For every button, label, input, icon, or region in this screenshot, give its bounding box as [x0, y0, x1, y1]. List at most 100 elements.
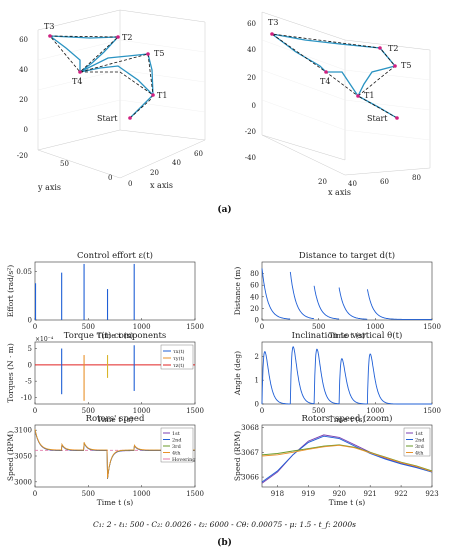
- legend-label: 2nd: [172, 438, 182, 444]
- grid-line: [37, 99, 121, 121]
- legend-label: 3rd: [415, 444, 425, 450]
- trajectory-actual: [47, 35, 154, 119]
- z-tick-label: -20: [245, 128, 256, 136]
- x-tick-label: 500: [312, 323, 325, 331]
- y-tick-label: 40: [250, 293, 259, 301]
- x-tick-label: 0: [33, 490, 37, 498]
- grid-line: [261, 39, 346, 71]
- x-tick-label: 60: [194, 150, 203, 158]
- plot-title: Rotors' speed (zoom): [302, 413, 393, 424]
- y-tick-label: 0: [28, 317, 32, 325]
- grid-line: [119, 99, 206, 113]
- grid-line: [261, 69, 346, 101]
- y-axis-label: Torques (N · m): [6, 343, 15, 403]
- x-axis-label: Time t (s): [97, 415, 134, 424]
- waypoint-marker: [128, 116, 132, 120]
- grid-line: [344, 99, 431, 111]
- grid-line: [37, 39, 121, 61]
- x-tick-label: 0: [33, 407, 37, 415]
- y-tick-label: 80: [250, 270, 259, 278]
- grid-line: [344, 69, 431, 81]
- distance-line: [261, 268, 432, 320]
- y-axis-label: Speed (RPM): [6, 431, 15, 481]
- plot-frame: [261, 261, 433, 321]
- y-axis-label: Distance (m): [233, 267, 242, 316]
- waypoint-label: T3: [44, 22, 54, 31]
- legend-label: 1st: [172, 431, 180, 437]
- x-tick-label: 1000: [133, 323, 151, 331]
- waypoint-label: Start: [367, 114, 388, 123]
- y-tick-label: 0: [255, 401, 259, 409]
- zoom-series-line: [261, 444, 433, 473]
- x-tick-label: 919: [302, 490, 315, 498]
- legend-label: 3rd: [172, 444, 182, 450]
- waypoint-marker: [146, 52, 150, 56]
- x-tick-label: 0: [260, 323, 264, 331]
- x-axis-label: Time t (s): [329, 498, 366, 507]
- caption-b: (b): [217, 538, 232, 548]
- box-edge: [37, 129, 121, 151]
- x-tick-label: 1000: [133, 490, 151, 498]
- legend-label: 4th: [415, 451, 424, 457]
- z-tick-label: 40: [247, 46, 256, 54]
- y-exponent: ×10⁻⁴: [35, 336, 54, 343]
- z-tick-label: 20: [247, 74, 256, 82]
- z-tick-label: 0: [252, 102, 256, 110]
- x-tick-label: 20: [318, 178, 327, 186]
- grid-line: [119, 69, 206, 83]
- y-tick-label: 20: [250, 305, 259, 313]
- y-tick-label: -10: [21, 394, 32, 402]
- rotors-speed-zoom-plot: Rotors' speed (zoom) Time t (s) Speed (RPM…: [233, 413, 439, 507]
- waypoint-label: T3: [268, 18, 278, 27]
- y-axis-label: Effort (rad/s²): [6, 265, 15, 317]
- y-tick-label: 1: [255, 377, 259, 385]
- y-axis-label: y axis: [37, 183, 61, 192]
- legend-label: 2nd: [415, 438, 425, 444]
- y-tick-label: 3067: [241, 449, 259, 457]
- z-tick-label: 60: [247, 20, 256, 28]
- box-edge: [261, 11, 346, 41]
- plot-title: Control effort ε(t): [77, 250, 153, 261]
- trajectory-actual: [271, 33, 398, 119]
- inclination-line: [261, 346, 432, 405]
- x-tick-label: 0: [33, 323, 37, 331]
- z-tick-label: -20: [17, 152, 28, 160]
- x-tick-label: 40: [348, 180, 357, 188]
- legend-label: 4th: [172, 451, 181, 457]
- waypoint-marker: [270, 32, 274, 36]
- y-tick-label: 3050: [14, 453, 32, 461]
- y-axis-label: Speed (RPM): [233, 431, 242, 481]
- z-tick-label: 0: [24, 126, 28, 134]
- box-edge: [119, 9, 206, 23]
- x-tick-label: 922: [394, 490, 407, 498]
- plot-title: Torque τ(t) components: [64, 330, 167, 341]
- y-tick-label: 3066: [241, 474, 259, 482]
- waypoint-marker: [324, 70, 328, 74]
- x-tick-label: 0: [260, 407, 264, 415]
- plot-title: Distance to target d(t): [299, 250, 395, 261]
- x-axis-label: x axis: [328, 188, 351, 197]
- plot-title: Rotors' speed: [86, 414, 145, 424]
- x-tick-label: 500: [82, 490, 95, 498]
- zoom-series-line: [261, 435, 433, 483]
- inclination-plot: Inclination to vertical θ(t)Time t (s)An…: [233, 330, 441, 424]
- legend-label: 1st: [415, 431, 423, 437]
- x-axis-label: Time t (s): [97, 331, 134, 340]
- waypoint-label: Start: [97, 114, 118, 123]
- waypoint-label: T5: [154, 49, 164, 58]
- z-tick-label: 60: [19, 36, 28, 44]
- grid-line: [344, 129, 431, 141]
- box-edge: [119, 129, 206, 141]
- legend-label: Hovering: [172, 457, 196, 463]
- waypoint-marker: [393, 64, 397, 68]
- x-tick-label: 500: [82, 323, 95, 331]
- x-tick-label: 0: [128, 180, 132, 188]
- waypoint-marker: [116, 35, 120, 39]
- plot-frame: [261, 424, 433, 488]
- y-tick-label: 2: [255, 353, 259, 361]
- waypoint-label: T2: [388, 44, 398, 53]
